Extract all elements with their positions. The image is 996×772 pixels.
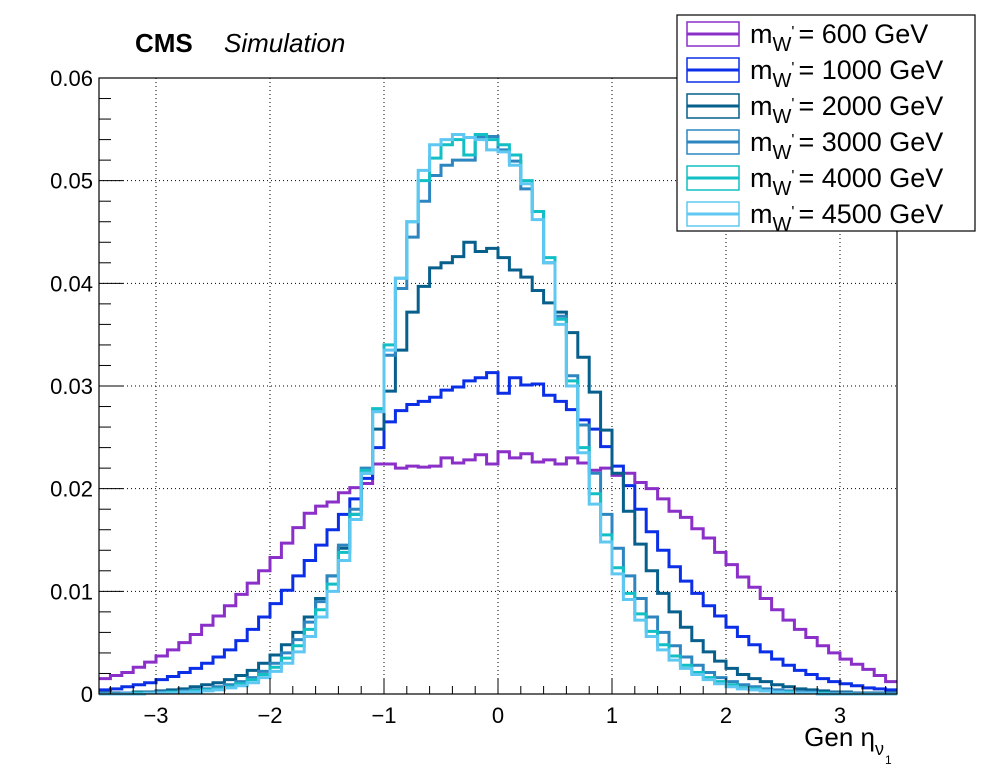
legend-label: mW' = 600 GeV [750,19,928,56]
legend-box [676,14,976,232]
legend-label: mW' = 3000 GeV [750,127,943,164]
y-tick-label: 0.04 [50,271,93,296]
y-tick-label: 0.01 [50,579,93,604]
x-axis-title-main: Gen η [804,722,875,752]
legend-label: mW' = 4000 GeV [750,163,943,200]
legend-mass-symbol: m [750,199,773,229]
x-axis-title-subsub: 1 [885,753,892,767]
x-tick-label: 3 [834,703,846,728]
legend-mass-symbol: m [750,19,773,49]
legend-mass-subscript: W [773,106,792,128]
legend-mass-value: = 4500 GeV [798,199,943,229]
legend-label: mW' = 1000 GeV [750,55,943,92]
legend-mass-value: = 2000 GeV [798,91,943,121]
legend-mass-subscript: W [773,70,792,92]
y-tick-labels: 0 0.01 0.02 0.03 0.04 0.05 0.06 [50,66,93,707]
legend-mass-value: = 1000 GeV [798,55,943,85]
legend-mass-prime: ' [791,60,794,77]
legend-mass-symbol: m [750,127,773,157]
x-tick-label: −1 [371,703,396,728]
x-axis-title-subscript: ν [875,739,884,759]
legend-mass-symbol: m [750,55,773,85]
x-tick-label: 0 [492,703,504,728]
legend-mass-subscript: W [773,142,792,164]
simulation-label: Simulation [224,28,345,58]
legend-mass-prime: ' [791,24,794,41]
legend-mass-value: = 4000 GeV [798,163,943,193]
legend-mass-symbol: m [750,163,773,193]
legend-mass-prime: ' [791,132,794,149]
legend-mass-symbol: m [750,91,773,121]
x-tick-label: 1 [606,703,618,728]
axis-ticks [99,77,887,695]
x-tick-label: −2 [257,703,282,728]
legend-label: mW' = 4500 GeV [750,199,943,236]
x-tick-label: 2 [720,703,732,728]
legend-mass-subscript: W [773,178,792,200]
y-tick-label: 0.06 [50,66,93,91]
series-line-3 [99,240,897,695]
y-tick-label: 0 [81,682,93,707]
x-tick-label: −3 [143,703,168,728]
y-tick-label: 0.03 [50,374,93,399]
legend-mass-value: = 600 GeV [798,19,928,49]
legend-mass-subscript: W [773,34,792,56]
series-line-6 [99,132,897,696]
x-tick-labels: −3 −2 −1 0 1 2 3 [143,703,846,728]
legend-mass-prime: ' [791,204,794,221]
x-axis-title: Gen ην [804,722,884,759]
series-line-2 [99,371,897,692]
legend-mass-subscript: W [773,214,792,236]
legend-mass-prime: ' [791,96,794,113]
legend-label: mW' = 2000 GeV [750,91,943,128]
legend-mass-value: = 3000 GeV [798,127,943,157]
y-tick-label: 0.02 [50,477,93,502]
legend-mass-prime: ' [791,168,794,185]
experiment-label: CMS [135,28,193,58]
series-line-1 [99,450,897,684]
y-tick-label: 0.05 [50,169,93,194]
